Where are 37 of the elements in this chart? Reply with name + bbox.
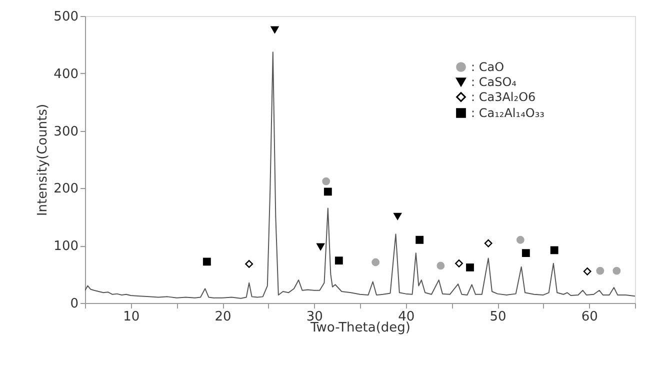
point	[522, 249, 530, 258]
point	[612, 266, 621, 275]
point	[334, 256, 343, 264]
point	[466, 263, 474, 272]
point	[455, 259, 463, 268]
legend-label: : CaSO₄	[471, 75, 517, 89]
line-series	[85, 52, 635, 299]
point	[372, 258, 380, 266]
y-tick-label: 300	[54, 124, 78, 140]
y-tick-label: 0	[70, 296, 78, 312]
point	[394, 212, 402, 220]
point	[550, 246, 558, 254]
y-tick-label: 500	[54, 10, 78, 24]
legend-label: : CaO	[471, 60, 504, 74]
y-tick-label: 200	[54, 182, 78, 197]
point	[202, 258, 211, 266]
point	[416, 236, 424, 244]
y-axis-title: Intensity(Counts)	[36, 104, 51, 216]
point	[245, 260, 254, 268]
point	[322, 177, 330, 186]
x-tick-label: 50	[490, 310, 506, 324]
x-axis-title: Two-Theta(deg)	[309, 320, 411, 336]
legend-label: : Ca3Al₂O6	[471, 90, 536, 104]
point	[516, 236, 524, 244]
y-tick-label: 100	[54, 239, 78, 254]
x-tick-label: 20	[214, 310, 232, 324]
point	[484, 239, 492, 248]
y-tick-label: 400	[54, 66, 78, 82]
x-tick-label: 60	[581, 310, 598, 324]
point	[583, 267, 592, 276]
point	[436, 262, 445, 270]
x-tick-label: 10	[123, 310, 140, 324]
point	[324, 188, 332, 196]
legend-label: : Ca₁₂Al₁₄O₃₃	[471, 106, 545, 120]
point	[596, 266, 604, 275]
point	[270, 26, 279, 34]
point	[316, 243, 325, 250]
